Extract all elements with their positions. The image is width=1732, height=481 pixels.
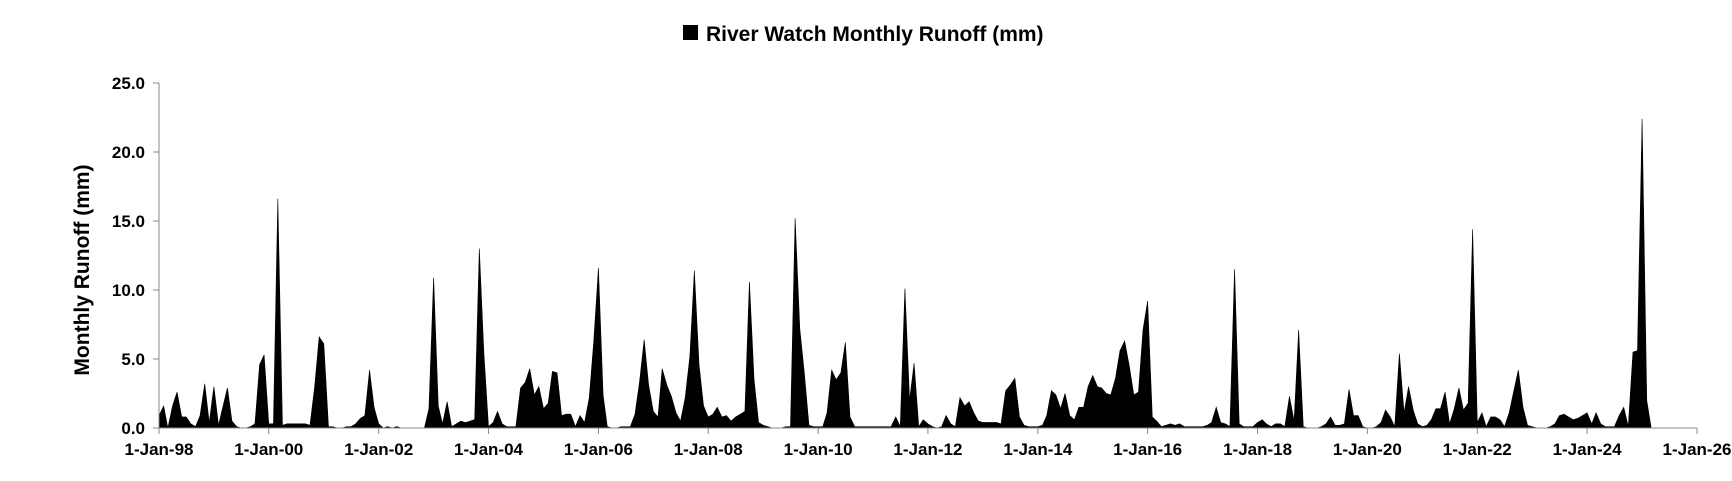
x-tick-label: 1-Jan-18 [1223, 440, 1292, 459]
x-tick-label: 1-Jan-24 [1553, 440, 1623, 459]
x-tick-label: 1-Jan-06 [564, 440, 633, 459]
x-tick-label: 1-Jan-14 [1003, 440, 1073, 459]
y-tick-label: 15.0 [112, 212, 145, 231]
y-tick-label: 20.0 [112, 143, 145, 162]
x-tick-label: 1-Jan-02 [344, 440, 413, 459]
legend: River Watch Monthly Runoff (mm) [683, 23, 1044, 46]
x-tick-label: 1-Jan-22 [1443, 440, 1512, 459]
x-tick-label: 1-Jan-16 [1113, 440, 1182, 459]
y-tick-label: 10.0 [112, 281, 145, 300]
x-tick-label: 1-Jan-98 [125, 440, 194, 459]
x-tick-label: 1-Jan-12 [893, 440, 962, 459]
x-tick-label: 1-Jan-00 [234, 440, 303, 459]
x-tick-label: 1-Jan-08 [674, 440, 743, 459]
x-tick-label: 1-Jan-26 [1663, 440, 1732, 459]
runoff-area-series [158, 118, 1652, 429]
x-tick-label: 1-Jan-04 [454, 440, 524, 459]
y-tick-label: 0.0 [121, 419, 145, 438]
x-tick-label: 1-Jan-10 [784, 440, 853, 459]
plot-marks [158, 118, 1652, 429]
x-axis: 1-Jan-98 1-Jan-00 1-Jan-02 1-Jan-04 1-Jan-06… [125, 427, 1732, 459]
y-axis: 0.0 5.0 10.0 15.0 20.0 25.0 [112, 74, 160, 438]
y-axis-title: Monthly Runoff (mm) [71, 164, 94, 375]
legend-swatch [683, 25, 698, 40]
x-tick-label: 1-Jan-20 [1333, 440, 1402, 459]
y-tick-label: 5.0 [121, 350, 145, 369]
legend-label: River Watch Monthly Runoff (mm) [706, 23, 1044, 46]
y-tick-label: 25.0 [112, 74, 145, 93]
